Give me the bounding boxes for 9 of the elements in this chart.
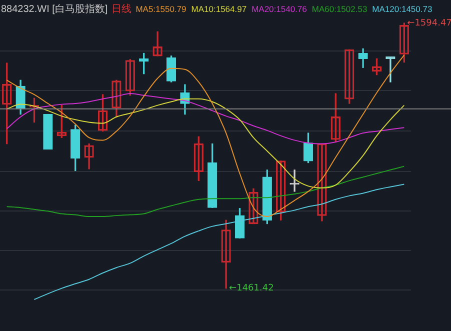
annotation: ←1461.42 bbox=[229, 284, 274, 294]
text: MA120:1450.73 bbox=[372, 4, 432, 14]
annotation: ←1594.47 bbox=[407, 18, 451, 28]
text: MA60:1502.53 bbox=[312, 4, 368, 14]
text: MA10:1564.97 bbox=[191, 4, 247, 14]
text: MA5:1550.79 bbox=[136, 4, 186, 14]
chart-title: 884232.WI [白马股指数] bbox=[1, 4, 108, 15]
text: MA20:1540.76 bbox=[252, 4, 307, 14]
chart-subtitle: 日线 bbox=[112, 4, 132, 15]
